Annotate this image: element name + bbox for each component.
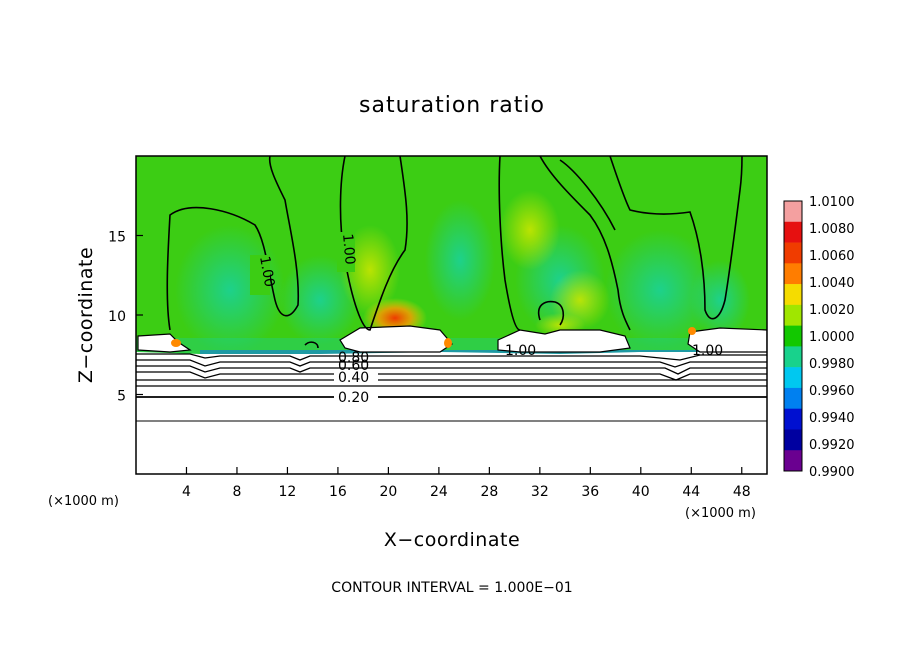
x-tick-label: 24 <box>430 484 448 500</box>
x-tick-label: 36 <box>581 484 599 500</box>
colorbar-label: 1.0080 <box>809 222 855 237</box>
plot-area <box>136 156 767 474</box>
contour-interval-label: CONTOUR INTERVAL = 1.000E−01 <box>331 580 572 596</box>
x-tick-label: 4 <box>182 484 191 500</box>
x-unit-label-right: (×1000 m) <box>685 506 756 521</box>
x-tick-label: 48 <box>733 484 751 500</box>
cloud-edge-highlights <box>171 327 696 348</box>
colorbar-label: 0.9920 <box>809 438 855 453</box>
colorbar-label: 0.9980 <box>809 357 855 372</box>
contour-label: 1.00 <box>692 343 723 359</box>
y-tick-label: 5 <box>117 389 126 405</box>
colorbar-label: 1.0040 <box>809 276 855 291</box>
colorbar-label: 0.9960 <box>809 384 855 399</box>
chart-title: saturation ratio <box>359 93 545 118</box>
x-axis-ticks: 4 8 12 16 20 24 28 32 36 40 44 48 <box>182 467 751 500</box>
colorbar-label: 1.0100 <box>809 195 855 210</box>
contour-label: 1.00 <box>339 233 358 265</box>
contour-label: 0.20 <box>338 390 369 406</box>
colorbar-label: 1.0020 <box>809 303 855 318</box>
colorbar-swatch <box>784 263 802 285</box>
x-axis-title: X−coordinate <box>384 529 520 551</box>
colorbar-swatch <box>784 346 802 368</box>
x-tick-label: 40 <box>632 484 650 500</box>
colorbar-swatch <box>784 387 802 409</box>
colorbar-label: 0.9940 <box>809 411 855 426</box>
x-unit-label-left: (×1000 m) <box>48 494 119 509</box>
x-tick-label: 28 <box>480 484 498 500</box>
y-axis-ticks: 5 10 15 <box>108 230 143 405</box>
contour-label: 0.80 <box>338 350 369 366</box>
contour-label: 1.00 <box>256 255 277 288</box>
contour-label-group: 1.00 1.00 1.00 1.00 0.80 0.60 0.40 0.20 <box>250 232 723 406</box>
x-tick-label: 32 <box>531 484 549 500</box>
contour-label: 0.40 <box>338 370 369 386</box>
colorbar-swatch <box>784 304 802 326</box>
colorbar-swatch <box>784 367 802 389</box>
colorbar-swatch <box>784 221 802 243</box>
x-tick-label: 16 <box>329 484 347 500</box>
cloud-base-dry-band <box>200 350 760 354</box>
colorbar-swatch <box>784 242 802 264</box>
colorbar-frame <box>783 200 803 472</box>
subsaturated-region <box>136 352 767 474</box>
cloud-blobs <box>137 325 767 353</box>
contour-label: 1.00 <box>505 343 536 359</box>
x-tick-label: 20 <box>379 484 397 500</box>
colorbar-swatch <box>784 325 802 347</box>
colorbar-label: 1.0060 <box>809 249 855 264</box>
x-tick-label: 8 <box>232 484 241 500</box>
colorbar-swatch <box>784 450 802 472</box>
stratified-contours <box>136 353 767 422</box>
colorbar-swatch <box>784 429 802 451</box>
colorbar-label: 0.9900 <box>809 465 855 480</box>
colorbar: 1.0100 1.0080 1.0060 1.0040 1.0020 1.0000 0.99… <box>783 195 855 480</box>
colorbar-label: 1.0000 <box>809 330 855 345</box>
colorbar-swatch <box>784 284 802 306</box>
contour-lines <box>166 156 743 349</box>
x-tick-label: 12 <box>279 484 297 500</box>
y-tick-label: 15 <box>108 230 126 246</box>
colorbar-swatch <box>784 408 802 430</box>
y-tick-label: 10 <box>108 309 126 325</box>
y-axis-title: Z−coordinate <box>75 247 97 383</box>
colorbar-swatch <box>784 201 802 223</box>
x-tick-label: 44 <box>682 484 700 500</box>
